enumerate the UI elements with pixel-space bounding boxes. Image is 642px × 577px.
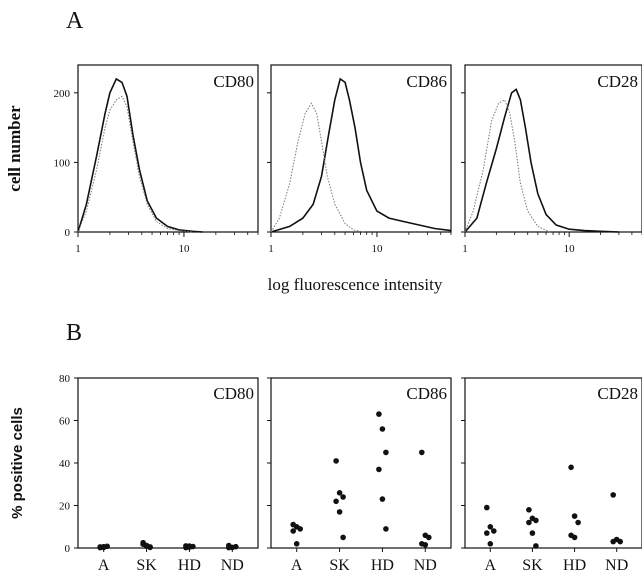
data-point (376, 466, 382, 473)
x-tick-label: 10 (564, 243, 576, 255)
histogram-subplot-cd86: 1 10 CD86 (267, 64, 452, 255)
data-point (233, 543, 239, 550)
subplot-title: CD80 (213, 72, 254, 91)
y-tick-label: 40 (59, 458, 71, 470)
data-point (147, 544, 153, 551)
data-point (293, 541, 300, 547)
y-tick-label: 20 (59, 501, 71, 513)
x-tick-label: A (98, 557, 110, 574)
subplot-title: CD86 (406, 384, 447, 403)
data-point (379, 496, 386, 502)
x-tick-label: 1 (462, 243, 468, 255)
plot-frame (270, 64, 452, 233)
histogram-line-solid (77, 77, 203, 233)
x-tick-label: A (291, 557, 303, 574)
x-tick-label: 10 (178, 243, 190, 255)
data-point (340, 494, 346, 500)
data-point (383, 526, 389, 532)
x-tick-label: 1 (75, 243, 81, 255)
histogram-line-solid (270, 77, 452, 233)
data-point (379, 426, 386, 432)
x-tick-label: 10 (371, 243, 383, 255)
histogram-line-solid (464, 88, 619, 233)
panel-label-b: B (66, 320, 83, 346)
data-point (487, 524, 494, 530)
data-point (340, 534, 346, 541)
y-tick-label: 80 (59, 373, 71, 385)
data-point (333, 498, 339, 505)
data-point (290, 528, 297, 534)
scatter-subplot-cd28: A SK HD ND CD28 (461, 377, 642, 574)
data-point (526, 507, 532, 513)
data-point (617, 538, 623, 545)
data-point (426, 534, 432, 541)
data-point (484, 530, 490, 536)
y-tick-label: 60 (59, 416, 71, 428)
subplot-title: CD86 (406, 72, 447, 91)
subplot-title: CD80 (213, 384, 254, 403)
x-tick-label: HD (563, 557, 586, 574)
plot-frame (464, 377, 642, 549)
histogram-line-dotted (77, 95, 193, 233)
x-axis-label: log fluorescence intensity (268, 275, 443, 294)
data-point (100, 543, 107, 550)
x-tick-label: SK (136, 557, 157, 574)
data-point (575, 519, 581, 526)
scatter-subplot-cd86: A SK HD ND CD86 (267, 377, 452, 574)
x-tick-label: ND (414, 557, 437, 574)
data-point (336, 509, 343, 515)
panel-label-a: A (66, 8, 84, 34)
data-point (526, 519, 532, 526)
x-tick-label: 1 (268, 243, 274, 255)
data-point (383, 449, 389, 456)
data-point (610, 538, 616, 545)
histogram-subplot-cd28: 1 10 CD28 (461, 64, 642, 255)
x-tick-label: ND (605, 557, 628, 574)
subplot-title: CD28 (597, 384, 638, 403)
x-tick-label: HD (371, 557, 394, 574)
data-point (529, 530, 536, 536)
data-point (186, 543, 193, 549)
y-tick-label: 100 (54, 157, 71, 169)
data-point (422, 542, 429, 548)
data-point (571, 534, 578, 541)
histogram-line-dotted (464, 99, 550, 233)
subplot-title: CD28 (597, 72, 638, 91)
data-point (297, 526, 304, 532)
data-point (568, 464, 574, 471)
x-tick-label: A (485, 557, 497, 574)
y-tick-label: 0 (65, 543, 71, 555)
data-point (226, 544, 232, 551)
scatter-subplot-cd80: 0 20 40 60 80 A SK HD ND CD80 (59, 373, 259, 574)
data-point (376, 411, 382, 417)
plot-frame (270, 377, 452, 549)
data-point (484, 504, 490, 511)
data-point (533, 543, 539, 549)
data-point (419, 449, 425, 456)
x-tick-label: SK (329, 557, 350, 574)
y-tick-label: 200 (54, 88, 71, 100)
x-tick-label: HD (178, 557, 201, 574)
data-point (491, 528, 497, 534)
x-tick-label: ND (221, 557, 244, 574)
y-tick-label: 0 (65, 227, 71, 239)
y-axis-label: % positive cells (9, 407, 26, 519)
data-point (333, 458, 339, 464)
data-point (336, 490, 343, 496)
plot-frame (77, 377, 259, 549)
plot-frame (464, 64, 642, 233)
data-point (610, 492, 616, 498)
data-point (533, 517, 539, 524)
histogram-line-dotted (270, 102, 364, 233)
y-axis-label: cell number (5, 105, 24, 192)
data-point (571, 513, 578, 519)
x-tick-label: SK (522, 557, 543, 574)
plot-frame (77, 64, 259, 233)
data-point (487, 541, 494, 547)
panel-b-scatter: 0 20 40 60 80 A SK HD ND CD80 A SK HD ND CD86 A SK HD ND CD… (9, 373, 642, 574)
